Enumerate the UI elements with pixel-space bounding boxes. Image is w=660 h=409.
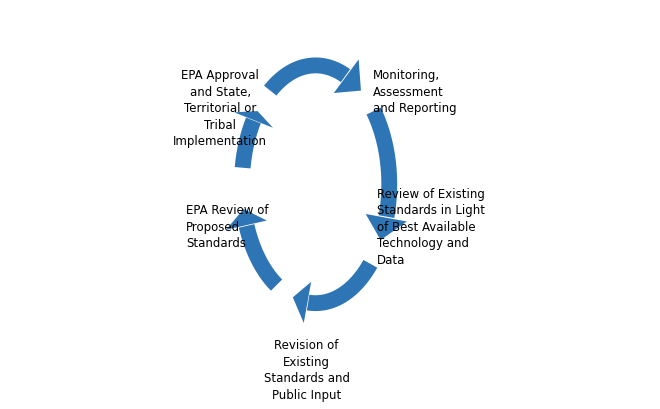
Polygon shape	[293, 282, 311, 323]
Polygon shape	[226, 209, 267, 230]
Text: EPA Approval
and State,
Territorial or
Tribal
Implementation: EPA Approval and State, Territorial or T…	[173, 69, 267, 148]
Polygon shape	[307, 260, 378, 311]
Polygon shape	[366, 214, 407, 240]
Text: Review of Existing
Standards in Light
of Best Available
Technology and
Data: Review of Existing Standards in Light of…	[377, 188, 485, 267]
Text: Revision of
Existing
Standards and
Public Input: Revision of Existing Standards and Publi…	[263, 339, 350, 402]
Polygon shape	[239, 224, 282, 291]
Text: Monitoring,
Assessment
and Reporting: Monitoring, Assessment and Reporting	[373, 69, 457, 115]
Polygon shape	[334, 59, 361, 93]
Polygon shape	[235, 117, 261, 169]
Text: EPA Review of
Proposed
Standards: EPA Review of Proposed Standards	[186, 204, 269, 250]
Polygon shape	[366, 108, 397, 218]
Polygon shape	[234, 111, 273, 128]
Polygon shape	[264, 58, 350, 96]
